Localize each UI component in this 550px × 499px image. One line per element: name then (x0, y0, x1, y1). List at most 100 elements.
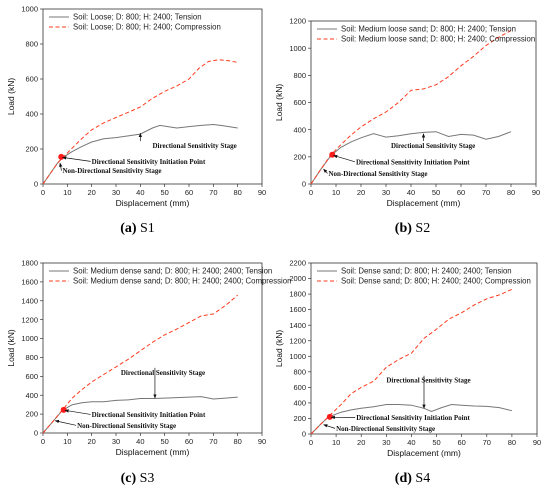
x-tick-label: 80 (508, 438, 516, 447)
series-line-compression (310, 288, 513, 435)
initiation-point-marker (329, 151, 336, 158)
x-tick-label: 30 (112, 437, 120, 446)
y-tick-label: 2200 (289, 259, 306, 268)
chart-panel-s3: 0 10 20 30 40 50 60 70 80 90 0 200 400 600 800 1000 1200… (0, 250, 291, 499)
y-tick-label: 200 (293, 414, 306, 423)
y-tick-label: 1400 (289, 321, 306, 330)
initiation-point-marker (326, 413, 333, 420)
annotation-label: Non-Directional Sensitivity Stage (77, 422, 176, 430)
y-tick-label: 2000 (289, 274, 306, 283)
y-tick-label: 800 (293, 71, 306, 80)
chart-s2: 0 10 20 30 40 50 60 70 80 90 0 200 400 600 800 1000 1200… (274, 17, 540, 208)
x-tick-label: 50 (160, 437, 168, 446)
y-tick-label: 400 (293, 399, 306, 408)
series-line-tension (42, 396, 238, 434)
annotation-label: Directional Sensitivity Stage (386, 377, 470, 385)
y-tick-label: 1600 (21, 277, 38, 286)
x-tick-label: 60 (457, 438, 465, 447)
x-tick-label: 60 (185, 437, 193, 446)
series-line-compression (42, 294, 239, 434)
y-tick-label: 1000 (21, 334, 38, 343)
legend-label: Soil: Medium loose sand; D: 800; H: 2400… (341, 35, 535, 44)
legend-label: Soil: Medium loose sand; D: 800; H: 2400… (341, 25, 516, 34)
x-tick-label: 90 (532, 188, 540, 197)
x-axis-label: Displacement (mm) (116, 447, 190, 457)
y-axis-label: Load (kN) (274, 330, 284, 367)
caption-letter: (d) (394, 471, 412, 486)
x-tick-label: 10 (332, 188, 340, 197)
y-tick-label: 1000 (21, 5, 38, 14)
y-tick-label: 1200 (289, 17, 306, 26)
x-tick-label: 40 (136, 188, 144, 197)
y-tick-label: 200 (25, 410, 38, 419)
annotation-arrow (54, 419, 77, 426)
legend-label: Soil: Dense sand; D: 800; H: 2400; 2400;… (341, 267, 512, 276)
chart-panel-s2: 0 10 20 30 40 50 60 70 80 90 0 200 400 600 800 1000 1200… (274, 0, 550, 249)
y-tick-label: 1800 (21, 259, 38, 268)
legend-label: Soil: Loose; D: 800; H: 2400; Compressio… (73, 23, 221, 32)
x-tick-label: 80 (233, 437, 241, 446)
annotation-label: Directional Sensitivity Initiation Point (92, 411, 206, 419)
y-tick-label: 200 (25, 145, 38, 154)
x-tick-label: 10 (63, 188, 71, 197)
annotation-label: Directional Sensitivity Stage (391, 142, 475, 150)
x-tick-label: 0 (41, 437, 45, 446)
annotation-arrow (62, 156, 91, 162)
annotation-label: Non-Directional Sensitivity Stage (62, 167, 161, 175)
caption-letter: (a) (120, 221, 137, 236)
y-axis-label: Load (kN) (6, 329, 16, 366)
y-tick-label: 400 (25, 110, 38, 119)
x-axis-label: Displacement (mm) (387, 198, 461, 208)
chart-s3: 0 10 20 30 40 50 60 70 80 90 0 200 400 600 800 1000 1200… (6, 259, 291, 457)
y-axis-label: Load (kN) (274, 84, 284, 121)
y-tick-label: 800 (293, 367, 306, 376)
x-axis-label: Displacement (mm) (116, 198, 190, 208)
y-tick-label: 1400 (21, 296, 38, 305)
x-tick-label: 0 (309, 438, 313, 447)
x-tick-label: 20 (357, 438, 365, 447)
annotation-arrow (59, 162, 63, 171)
initiation-point-marker (60, 406, 67, 413)
legend-label: Soil: Loose; D: 800; H: 2400; Tension (73, 13, 202, 22)
legend-label: Soil: Medium dense sand; D: 800; H: 2400… (73, 267, 272, 276)
y-tick-label: 1600 (289, 305, 306, 314)
caption-name: S3 (139, 471, 155, 486)
x-tick-label: 0 (41, 188, 45, 197)
x-tick-label: 70 (483, 438, 491, 447)
annotation-arrow (64, 409, 91, 415)
y-tick-label: 1200 (289, 336, 306, 345)
y-tick-label: 1200 (21, 315, 38, 324)
series-line-compression (310, 30, 512, 185)
x-tick-label: 10 (63, 437, 71, 446)
y-tick-label: 0 (302, 430, 306, 439)
y-tick-label: 0 (34, 429, 38, 438)
annotation-label: Directional Sensitivity Initiation Point (92, 158, 206, 166)
annotation-arrow (323, 168, 328, 174)
x-tick-label: 70 (209, 188, 217, 197)
x-tick-label: 50 (432, 438, 440, 447)
x-tick-label: 40 (136, 437, 144, 446)
annotation-label: Directional Sensitivity Initiation Point (356, 414, 470, 422)
caption-s4: (d) S4 (275, 471, 550, 487)
legend-label: Soil: Dense sand; D: 800; H: 2400; 2400;… (341, 277, 531, 286)
legend-label: Soil: Medium dense sand; D: 800; H: 2400… (73, 277, 291, 286)
y-tick-label: 400 (25, 391, 38, 400)
annotation-arrow (323, 424, 336, 429)
x-tick-label: 30 (112, 188, 120, 197)
y-tick-label: 600 (293, 98, 306, 107)
x-tick-label: 30 (382, 188, 390, 197)
annotation-arrow (333, 154, 356, 163)
y-tick-label: 1000 (289, 44, 306, 53)
series-line-tension (310, 403, 513, 435)
x-tick-label: 40 (407, 188, 415, 197)
y-tick-label: 800 (25, 40, 38, 49)
plot-frame (42, 8, 263, 185)
x-tick-label: 80 (507, 188, 515, 197)
x-tick-label: 50 (160, 188, 168, 197)
x-axis-label: Displacement (mm) (387, 448, 461, 458)
y-tick-label: 600 (25, 75, 38, 84)
x-tick-label: 0 (309, 188, 313, 197)
x-tick-label: 90 (258, 437, 266, 446)
y-tick-label: 1000 (289, 352, 306, 361)
initiation-point-marker (58, 153, 65, 160)
